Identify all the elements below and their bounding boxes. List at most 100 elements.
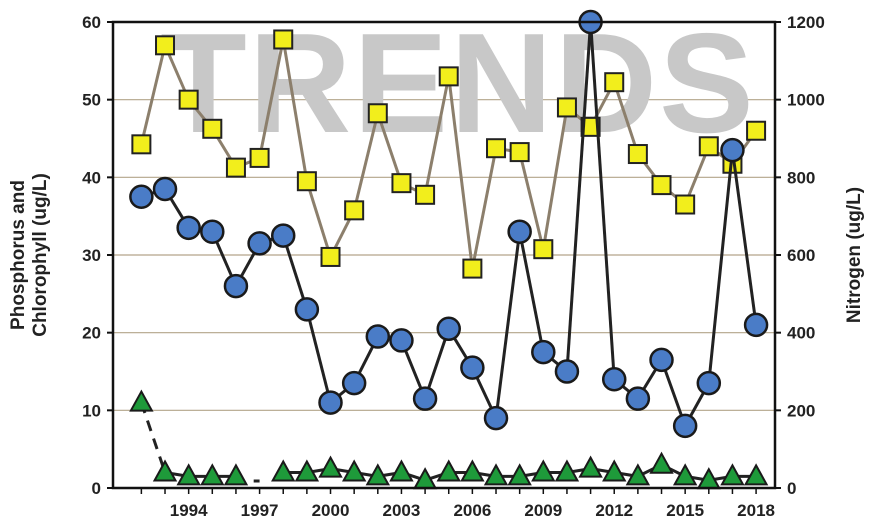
right-tick-label: 1000	[787, 91, 825, 110]
phosphorus-point	[223, 273, 249, 299]
series-square-segment	[423, 76, 451, 196]
right-tick-label: 600	[787, 246, 815, 265]
phosphorus-point	[554, 359, 580, 384]
series-square-segment	[518, 151, 545, 250]
nitrogen-point	[462, 258, 483, 279]
x-tick-label: 2012	[595, 501, 633, 520]
phosphorus-point	[436, 316, 461, 342]
left-tick-label: 10	[82, 401, 101, 420]
phosphorus-point	[483, 405, 509, 431]
phosphorus-point	[507, 219, 532, 244]
chlorophyll-point	[554, 459, 580, 482]
x-tick-label: 2006	[453, 501, 491, 520]
series-square-segment	[139, 44, 167, 145]
nitrogen-point	[273, 29, 294, 50]
nitrogen-point	[746, 120, 767, 141]
phosphorus-point	[601, 367, 627, 392]
phosphorus-point	[696, 370, 722, 396]
series-square	[131, 29, 767, 279]
x-tick-label: 2009	[524, 501, 562, 520]
nitrogen-point	[391, 173, 412, 194]
phosphorus-point	[625, 386, 651, 411]
chlorophyll-point	[602, 459, 627, 482]
nitrogen-point	[202, 118, 223, 139]
phosphorus-point	[200, 219, 225, 244]
chlorophyll-point	[176, 463, 201, 486]
left-tick-label: 60	[82, 13, 101, 32]
phosphorus-point	[743, 312, 769, 338]
left-tick-label: 20	[82, 324, 101, 343]
phosphorus-point	[531, 339, 556, 365]
chlorophyll-point	[743, 463, 769, 486]
nitrogen-point	[698, 136, 719, 157]
nitrogen-point	[438, 66, 459, 87]
nitrogen-point	[344, 200, 365, 221]
right-axis-title: Nitrogen (ug/L)	[844, 187, 865, 323]
phosphorus-point	[176, 215, 201, 241]
nitrogen-point	[675, 194, 696, 215]
x-tick-label: 2003	[383, 501, 421, 520]
phosphorus-point	[341, 370, 367, 396]
series-square-segment	[305, 180, 332, 258]
chlorophyll-point	[223, 463, 249, 486]
series-circle-segment	[281, 235, 309, 310]
x-tick-label: 2000	[312, 501, 350, 520]
series-circle-segment	[423, 328, 451, 400]
phosphorus-point	[294, 297, 320, 322]
left-tick-label: 50	[82, 91, 101, 110]
phosphorus-point	[365, 324, 391, 349]
series-square-segment	[281, 39, 309, 182]
nitrogen-point	[627, 144, 648, 165]
chlorophyll-point	[341, 459, 367, 482]
nitrogen-point	[225, 157, 246, 178]
left-tick-label: 0	[92, 479, 101, 498]
series-square-segment	[352, 112, 380, 211]
phosphorus-point	[318, 390, 343, 415]
chlorophyll-point	[318, 455, 343, 478]
series-square-segment	[541, 107, 569, 250]
series-circle-segment	[305, 308, 332, 403]
chlorophyll-point	[436, 459, 461, 482]
nitrogen-point	[533, 239, 554, 260]
left-tick-label: 30	[82, 246, 101, 265]
nitrogen-point	[651, 175, 672, 196]
chlorophyll-point	[672, 463, 698, 486]
phosphorus-point	[270, 223, 296, 248]
right-tick-label: 400	[787, 324, 815, 343]
x-tick-label: 1997	[241, 501, 279, 520]
phosphorus-point	[720, 137, 745, 163]
chlorophyll-point	[294, 459, 320, 482]
chlorophyll-point	[129, 389, 154, 412]
phosphorus-point	[152, 176, 178, 202]
chlorophyll-point	[507, 463, 532, 486]
chlorophyll-point	[389, 459, 414, 482]
right-tick-label: 1200	[787, 13, 825, 32]
series-circle-segment	[565, 21, 593, 372]
phosphorus-point	[460, 355, 485, 380]
phosphorus-point	[129, 184, 154, 209]
left-axis-title-line2: Chlorophyll (ug/L)	[30, 173, 51, 337]
series-square-segment	[376, 112, 403, 184]
chlorophyll-point	[483, 463, 509, 486]
phosphorus-point	[412, 386, 438, 411]
nitrogen-point	[415, 184, 436, 205]
nitrogen-point	[509, 142, 530, 163]
chlorophyll-point	[649, 451, 674, 474]
nitrogen-point	[604, 72, 625, 93]
nitrogen-point	[249, 147, 270, 168]
phosphorus-point	[649, 347, 674, 373]
nitrogen-point	[367, 103, 388, 124]
nitrogen-point	[556, 97, 577, 118]
chlorophyll-point	[578, 455, 603, 478]
phosphorus-point	[247, 231, 272, 256]
chlorophyll-point	[200, 463, 225, 486]
chlorophyll-point	[460, 459, 485, 482]
series-circle-segment	[494, 231, 522, 419]
series-triangle	[129, 389, 769, 490]
series-square-segment	[258, 39, 285, 159]
right-tick-label: 200	[787, 401, 815, 420]
phosphorus-point	[672, 413, 698, 439]
series-square-segment	[447, 76, 474, 269]
